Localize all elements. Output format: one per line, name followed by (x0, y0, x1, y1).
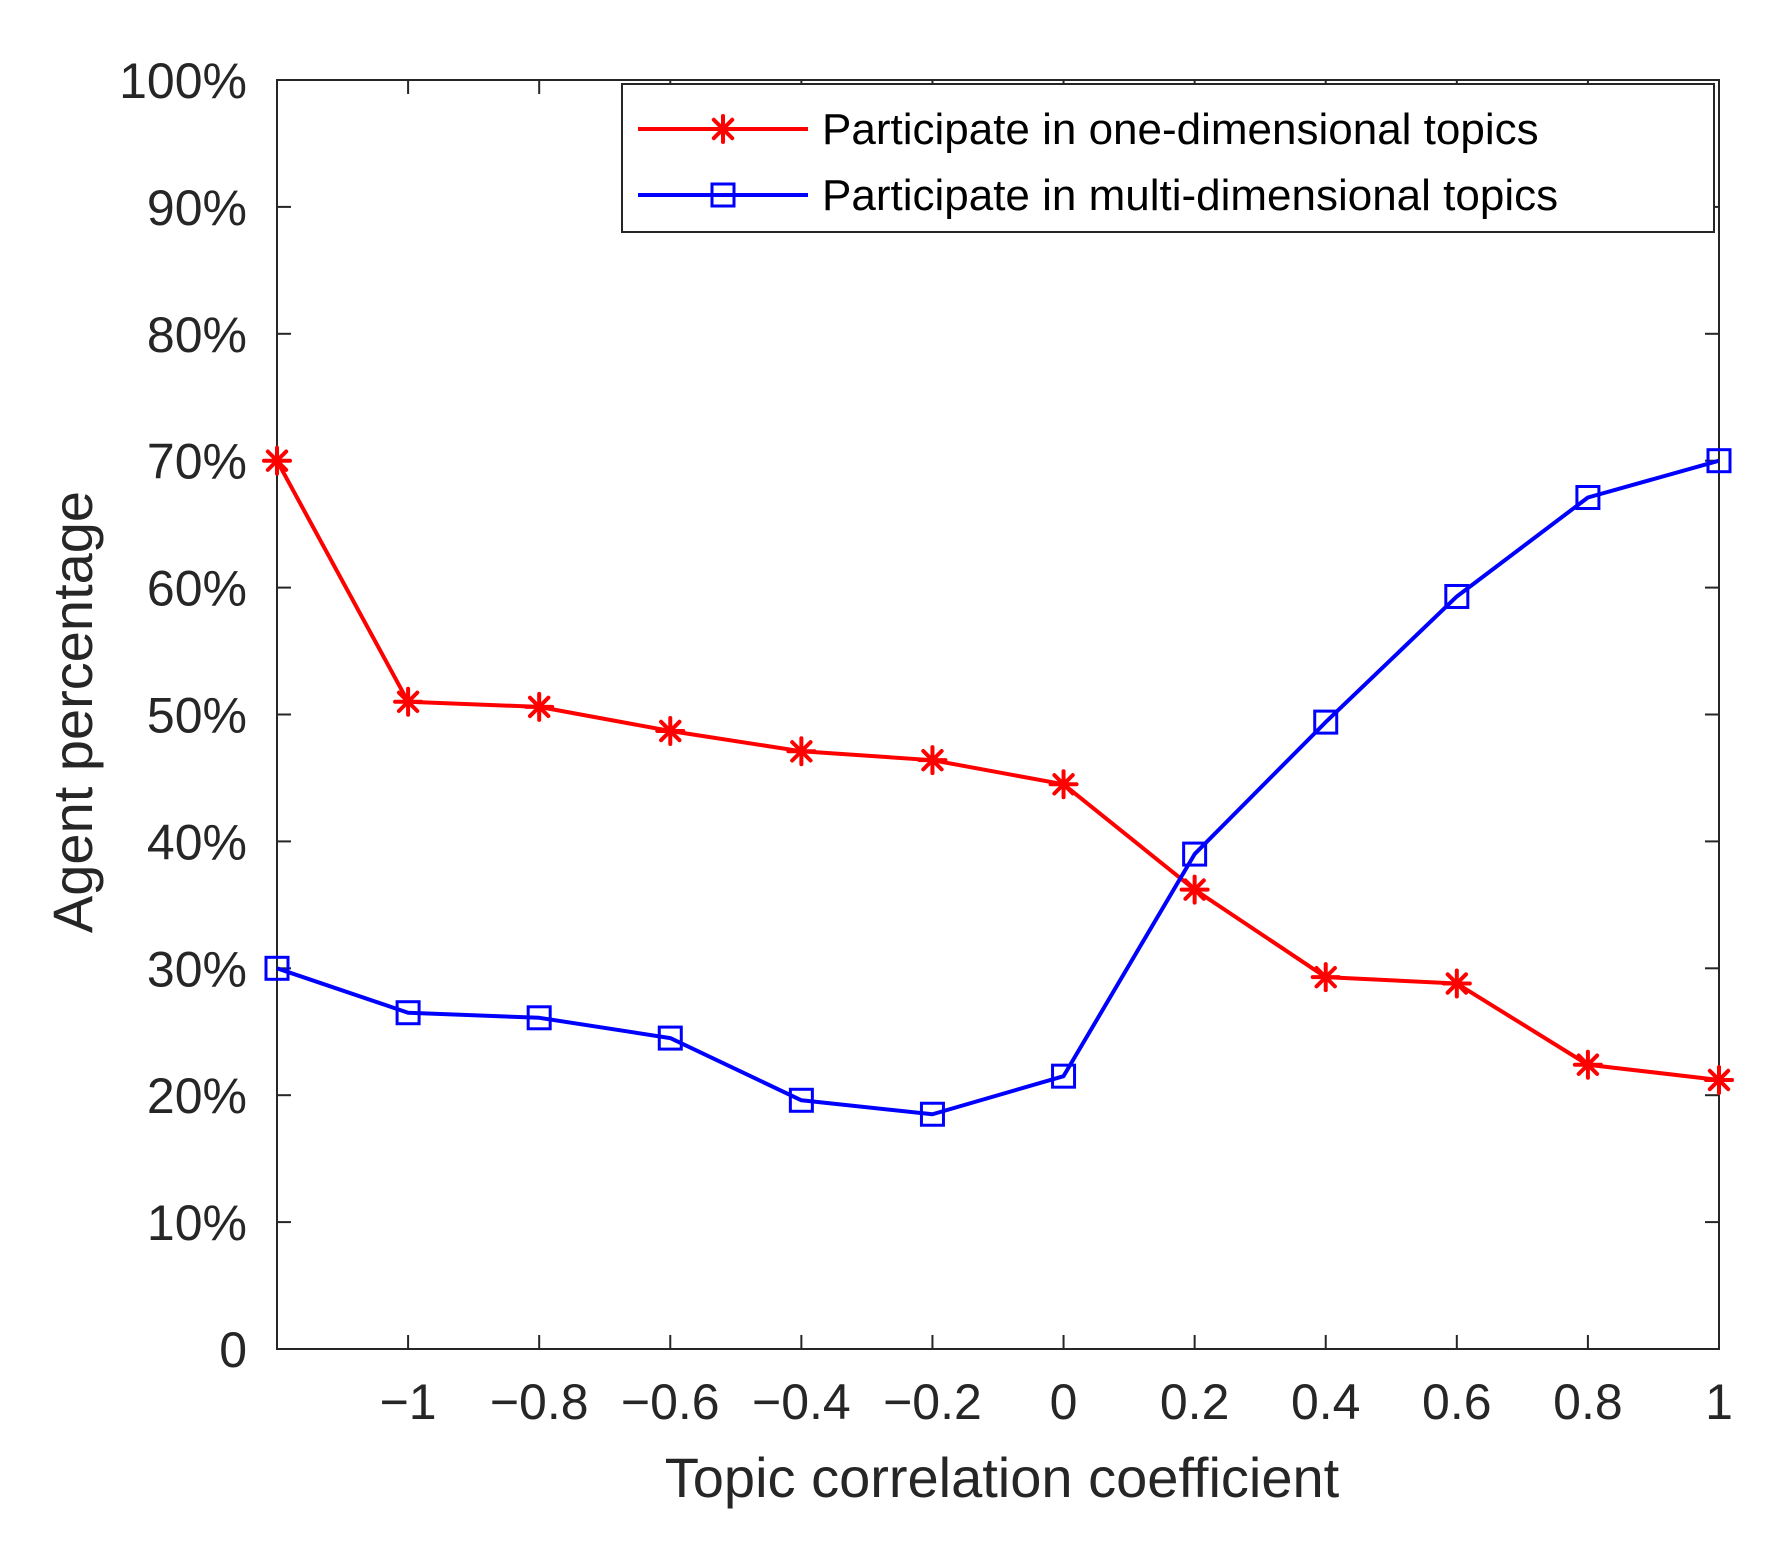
data-point (393, 686, 424, 717)
x-tick-label: 0.4 (1291, 1374, 1361, 1430)
series-2 (264, 448, 1732, 1127)
legend: Participate in one-dimensional topics Par… (621, 83, 1715, 233)
data-point (1444, 583, 1470, 609)
series-1 (262, 445, 1734, 1095)
x-tick-label: 0.2 (1160, 1374, 1230, 1430)
data-point (788, 1087, 814, 1113)
legend-label: Participate in multi-dimensional topics (822, 171, 1558, 220)
data-point (1313, 709, 1339, 735)
y-tick-label: 10% (147, 1195, 247, 1251)
data-point (524, 691, 555, 722)
y-tick-label: 30% (147, 941, 247, 997)
data-point (1441, 968, 1472, 999)
x-axis-title: Topic correlation coefficient (665, 1446, 1340, 1509)
data-point (655, 715, 686, 746)
legend-marker (710, 182, 736, 208)
x-tick-label: −1 (380, 1374, 437, 1430)
legend-label: Participate in one-dimensional topics (822, 105, 1539, 154)
data-point (657, 1025, 683, 1051)
data-point (1706, 448, 1732, 474)
data-point (919, 1101, 945, 1127)
data-point (1572, 1049, 1603, 1080)
data-point (395, 1000, 421, 1026)
data-point (1179, 874, 1210, 905)
x-tick-label: −0.8 (490, 1374, 589, 1430)
x-tick-label: 1 (1705, 1374, 1733, 1430)
data-point (786, 736, 817, 767)
axes: 0 10% 20% 30% 40% 50% 60% 70% 80% 90% 100% −1 −0.8 −0… (119, 53, 1733, 1430)
x-tick-label: 0.8 (1553, 1374, 1623, 1430)
x-tick-label: −0.2 (883, 1374, 982, 1430)
data-point (1048, 769, 1079, 800)
x-tick-label: 0 (1050, 1374, 1078, 1430)
legend-entry: Participate in one-dimensional topics (638, 105, 1539, 154)
data-point (526, 1005, 552, 1031)
plot-series (262, 445, 1734, 1127)
y-tick-label: 70% (147, 434, 247, 490)
data-point (1051, 1063, 1077, 1089)
y-tick-label: 40% (147, 814, 247, 870)
legend-box (621, 83, 1715, 233)
legend-entry: Participate in multi-dimensional topics (638, 171, 1558, 220)
x-tick-label: −0.4 (752, 1374, 851, 1430)
data-point (262, 445, 292, 476)
series-line (276, 458, 1720, 1117)
legend-marker (708, 114, 738, 144)
data-point (1182, 841, 1208, 867)
data-point (1575, 485, 1601, 511)
y-tick-label: 100% (119, 53, 247, 109)
x-tick-label: −0.6 (621, 1374, 720, 1430)
y-tick-label: 50% (147, 688, 247, 744)
data-point (917, 745, 948, 776)
y-tick-label: 80% (147, 307, 247, 363)
data-point (1310, 962, 1341, 993)
y-axis-title: Agent percentage (41, 491, 104, 933)
data-point (264, 955, 290, 981)
y-tick-label: 0 (219, 1322, 247, 1378)
y-tick-label: 90% (147, 180, 247, 236)
y-tick-label: 60% (147, 561, 247, 617)
series-line (275, 459, 1720, 1082)
y-tick-label: 20% (147, 1068, 247, 1124)
data-point (1704, 1064, 1734, 1095)
x-tick-label: 0.6 (1422, 1374, 1492, 1430)
